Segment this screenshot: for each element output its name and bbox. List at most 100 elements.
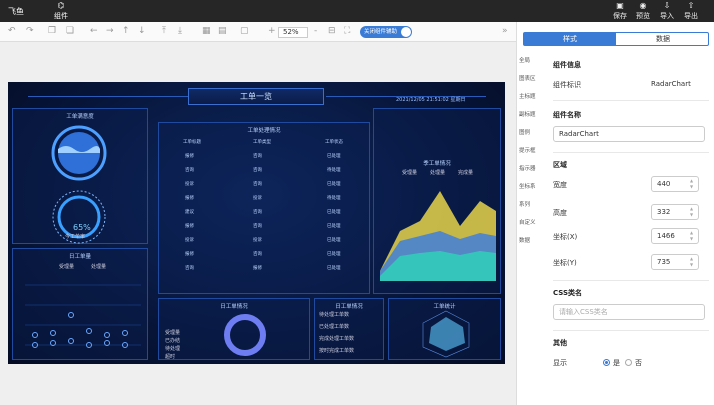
cell: 咨询 (253, 168, 262, 173)
table-row[interactable]: 建议 咨询 已处理 (163, 207, 365, 218)
import-button[interactable]: ⇩ 导入 (656, 1, 678, 21)
table-row[interactable]: 报修 咨询 已处理 (163, 249, 365, 260)
cell: 报修 (253, 266, 262, 271)
radio-yes[interactable] (603, 359, 610, 366)
height-label: 高度 (553, 209, 567, 217)
table-row[interactable]: 投诉 投诉 已处理 (163, 235, 365, 246)
fit-icon[interactable]: ⊟ (328, 26, 336, 36)
bar-label: 按时完成工单数 (319, 348, 355, 354)
stepper-icon[interactable]: ▲ ▼ (690, 206, 694, 217)
divider (553, 100, 709, 101)
table-title: 工单处理情况 (247, 128, 281, 134)
section-region: 区域 (553, 161, 567, 169)
radar-grid (422, 310, 470, 358)
x-stepper[interactable]: 1466 ▲ ▼ (651, 228, 699, 244)
export-icon: ⇧ (687, 1, 695, 10)
redo-icon[interactable]: ↷ (26, 26, 34, 36)
nav-item[interactable]: 自定义 (519, 220, 536, 226)
bottom-layer-icon[interactable]: ⤓ (178, 26, 182, 36)
preview-button[interactable]: ◉ 预览 (632, 1, 654, 21)
gauge-ticks (52, 190, 106, 244)
cell: 咨询 (185, 266, 194, 271)
nav-item[interactable]: 图表区 (519, 76, 536, 82)
fullscreen-icon[interactable]: ⛶ (344, 26, 351, 36)
nav-item[interactable]: 数据 (519, 238, 531, 244)
bar-label: 待处理工单数 (319, 312, 350, 318)
y-stepper[interactable]: 735 ▲ ▼ (651, 254, 699, 270)
cell: 建议 (185, 210, 194, 215)
stepper-icon[interactable]: ▲ ▼ (690, 178, 694, 189)
cell: 已处理 (327, 210, 341, 215)
legend-b: 处理量 (91, 264, 107, 270)
zoom-out-icon[interactable]: - (314, 26, 318, 36)
css-input[interactable]: 请输入CSS类名 (553, 304, 705, 320)
nav-item[interactable]: 指示器 (519, 166, 536, 172)
y-label: 坐标(Y) (553, 259, 577, 267)
group-icon[interactable]: ▦ (202, 26, 211, 36)
export-label: 导出 (684, 12, 698, 20)
cell: 报修 (185, 196, 194, 201)
helper-toggle[interactable]: 关闭组件辅助 (360, 26, 412, 38)
panel-daily-title: 日工单量 (68, 254, 91, 260)
dashboard-preview[interactable]: 工单一览 2021/12/05 21:51:02 星期日 工单满意度 65% 今… (8, 82, 505, 364)
nav-item[interactable]: 提示框 (519, 148, 536, 154)
arrow-down-icon[interactable]: ↓ (138, 26, 146, 36)
stepper-icon[interactable]: ▲ ▼ (690, 230, 694, 241)
width-label: 宽度 (553, 181, 567, 189)
canvas-area: 工单一览 2021/12/05 21:51:02 星期日 工单满意度 65% 今… (0, 42, 516, 405)
stepper-icon[interactable]: ▲ ▼ (690, 256, 694, 267)
table-row[interactable]: 咨询 报修 已处理 (163, 263, 365, 274)
cell: 咨询 (253, 154, 262, 159)
tab-style[interactable]: 样式 (524, 33, 616, 45)
zoom-level[interactable]: 52% (278, 27, 308, 38)
cell: 已处理 (327, 266, 341, 271)
divider (553, 152, 709, 153)
nav-item[interactable]: 副标题 (519, 112, 536, 118)
height-stepper[interactable]: 332 ▲ ▼ (651, 204, 699, 220)
paste-icon[interactable]: ❏ (66, 26, 75, 36)
table-row[interactable]: 投诉 咨询 已处理 (163, 179, 365, 190)
zoom-in-icon[interactable]: + (268, 26, 276, 36)
bar-label: 完成处理工单数 (319, 336, 355, 342)
list-item: 超时 (165, 354, 176, 360)
radio-no[interactable] (625, 359, 632, 366)
gauge-value: 65% (73, 223, 91, 232)
nav-item[interactable]: 全局 (519, 58, 531, 64)
nav-item[interactable]: 系列 (519, 202, 531, 208)
arrow-right-icon[interactable]: → (106, 26, 114, 36)
arrow-up-icon[interactable]: ↑ (122, 26, 130, 36)
table-row[interactable]: 报修 咨询 已处理 (163, 151, 365, 162)
list-item: 待处理 (165, 346, 181, 352)
nav-item[interactable]: 图例 (519, 130, 531, 136)
export-button[interactable]: ⇧ 导出 (680, 1, 702, 21)
area-series-c (380, 251, 496, 281)
widget-button[interactable]: ⌬ 组件 (50, 1, 72, 21)
panel-satisfaction-title: 工单满意度 (66, 114, 94, 120)
canvas-toolbar: ↶ ↷ ❐ ❏ ← → ↑ ↓ ⤒ ⤓ ▦ ▤ ▢ + 52% - ⊟ ⛶ 关闭… (0, 22, 516, 42)
bar-label: 已处理工单数 (319, 324, 350, 330)
lock-icon[interactable]: ▢ (240, 26, 249, 36)
tab-data[interactable]: 数据 (656, 35, 670, 43)
radio-no-label: 否 (635, 359, 642, 367)
save-button[interactable]: ▣ 保存 (609, 1, 631, 21)
name-input[interactable]: RadarChart (553, 126, 705, 142)
import-label: 导入 (660, 12, 674, 20)
table-row[interactable]: 咨询 咨询 待处理 (163, 165, 365, 176)
nav-item[interactable]: 主标题 (519, 94, 536, 100)
section-other: 其他 (553, 339, 567, 347)
copy-icon[interactable]: ❐ (48, 26, 57, 36)
top-layer-icon[interactable]: ⤒ (162, 26, 166, 36)
panel-quarter: 季工单情况 受理量 处理量 完成量 (373, 108, 501, 294)
table-row[interactable]: 报修 投诉 待处理 (163, 193, 365, 204)
ungroup-icon[interactable]: ▤ (218, 26, 227, 36)
eye-icon: ◉ (639, 1, 647, 10)
table-row[interactable]: 报修 咨询 已处理 (163, 221, 365, 232)
panel-radar[interactable]: 工单统计 (388, 298, 501, 360)
arrow-left-icon[interactable]: ← (90, 26, 98, 36)
undo-icon[interactable]: ↶ (8, 26, 16, 36)
collapse-icon[interactable]: » (502, 26, 508, 36)
nav-item[interactable]: 坐标系 (519, 184, 536, 190)
width-stepper[interactable]: 440 ▲ ▼ (651, 176, 699, 192)
id-label: 组件标识 (553, 81, 581, 89)
donut-title: 日工单情况 (220, 304, 248, 310)
